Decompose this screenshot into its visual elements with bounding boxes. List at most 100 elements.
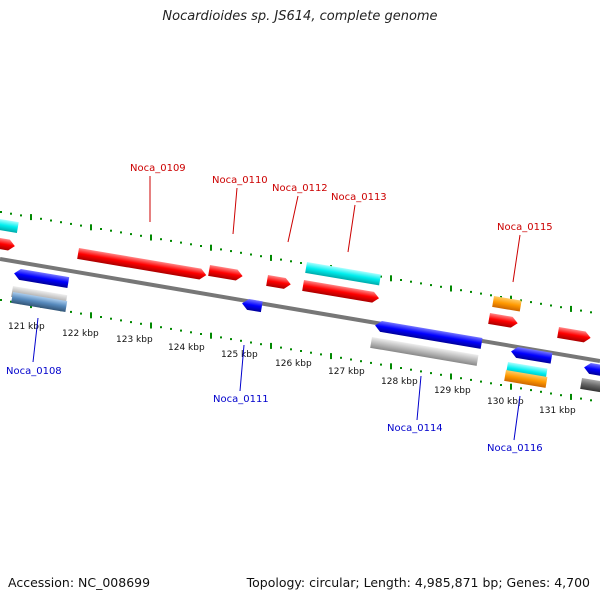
guide-dot — [240, 339, 242, 342]
label-leader-line — [416, 375, 422, 421]
guide-dot — [380, 363, 382, 366]
guide-dot — [540, 390, 542, 393]
gene-arrow — [242, 299, 263, 313]
gene-feature — [266, 275, 291, 289]
kbp-tick-label: 122 kbp — [62, 329, 99, 339]
gene-arrow — [14, 269, 70, 289]
gene-arrow — [492, 296, 522, 312]
kbp-tick-label: 127 kbp — [328, 367, 365, 377]
guide-dot — [260, 255, 262, 258]
guide-dot — [290, 260, 292, 263]
guide-dot — [110, 229, 112, 232]
guide-dot — [450, 373, 452, 380]
guide-dot — [270, 342, 272, 349]
guide-dot — [390, 363, 392, 370]
gene-label-bottom: Noca_0114 — [387, 423, 443, 434]
guide-dot — [280, 346, 282, 349]
gene-feature — [506, 362, 548, 380]
gene-label-bottom: Noca_0116 — [487, 443, 543, 454]
guide-dot — [90, 312, 92, 319]
label-leader-line — [513, 395, 521, 441]
guide-dot — [550, 392, 552, 395]
gene-feature — [370, 337, 479, 366]
guide-dot — [580, 397, 582, 400]
gene-features — [0, 219, 600, 393]
kbp-tick-label: 124 kbp — [168, 343, 205, 353]
guide-dot — [140, 234, 142, 237]
guide-dot — [160, 326, 162, 329]
guide-dot — [120, 319, 122, 322]
gene-feature — [242, 299, 263, 313]
gene-arrow — [302, 280, 380, 303]
kbp-tick-label: 123 kbp — [116, 335, 153, 345]
guide-dot — [520, 387, 522, 390]
guide-dot — [180, 241, 182, 244]
guide-dot — [400, 367, 402, 369]
guide-dot — [100, 228, 102, 230]
label-leader-line — [512, 234, 521, 283]
guide-dot — [370, 361, 372, 364]
guide-dot — [590, 311, 592, 314]
gene-arrow — [0, 238, 15, 251]
guide-dot — [70, 310, 72, 313]
guide-dot — [530, 301, 532, 304]
guide-dot — [230, 338, 232, 341]
guide-dot — [420, 370, 422, 373]
guide-dot — [570, 393, 572, 400]
genome-backbone — [0, 257, 600, 363]
guide-dot — [10, 212, 12, 215]
guide-dot — [400, 279, 402, 281]
guide-dot — [100, 316, 102, 318]
guide-dot — [120, 231, 122, 234]
gene-arrow — [370, 337, 479, 366]
gene-arrow — [11, 292, 68, 313]
guide-dot — [220, 336, 222, 339]
guide-dot — [290, 348, 292, 351]
label-leader-line — [32, 317, 39, 363]
gene-feature — [0, 219, 19, 234]
gene-arrow — [506, 362, 548, 380]
gene-arrow — [77, 248, 207, 280]
gene-arrow — [557, 327, 591, 343]
guide-dot — [150, 322, 152, 329]
guide-dot — [540, 302, 542, 305]
accession-text: Accession: NC_008699 — [8, 575, 151, 590]
guide-dot — [250, 341, 252, 344]
guide-dot — [510, 383, 512, 390]
gene-arrow — [208, 265, 243, 281]
gene-label-top: Noca_0110 — [212, 175, 268, 186]
guide-dot — [350, 358, 352, 361]
guide-dot — [10, 300, 12, 303]
kbp-tick-label: 121 kbp — [8, 322, 45, 332]
guide-dot — [530, 389, 532, 392]
guide-dot — [430, 372, 432, 375]
guide-dot — [550, 304, 552, 307]
guide-dot — [480, 380, 482, 383]
guide-dot — [360, 360, 362, 363]
gene-arrow — [375, 321, 483, 349]
guide-dot — [280, 258, 282, 261]
gene-feature — [77, 248, 207, 280]
gene-feature — [580, 378, 600, 393]
guide-dot — [470, 290, 472, 293]
guide-dot — [90, 224, 92, 231]
guide-dot — [500, 384, 502, 386]
guide-dot — [500, 296, 502, 298]
guide-dot — [330, 353, 332, 360]
gene-label-top: Noca_0115 — [497, 222, 553, 233]
genome-summary-text: Topology: circular; Length: 4,985,871 bp… — [246, 575, 590, 590]
gene-feature — [504, 370, 548, 388]
gene-feature — [557, 327, 591, 343]
guide-dot — [190, 243, 192, 246]
guide-dot — [380, 275, 382, 278]
kbp-tick-label: 129 kbp — [434, 386, 471, 396]
kbp-tick-label: 125 kbp — [221, 350, 258, 360]
guide-dot — [260, 343, 262, 346]
label-leader-line — [232, 187, 238, 235]
guide-dot — [590, 399, 592, 402]
guide-dot — [150, 234, 152, 241]
guide-dot — [560, 306, 562, 309]
guide-dot — [250, 253, 252, 256]
